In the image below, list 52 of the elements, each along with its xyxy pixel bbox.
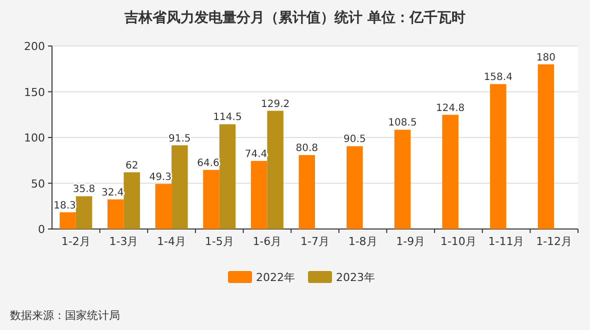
data-label: 80.8 bbox=[296, 143, 318, 154]
data-label: 129.2 bbox=[260, 98, 290, 110]
x-tick-label: 1-7月 bbox=[300, 235, 330, 248]
legend-label: 2023年 bbox=[336, 271, 375, 284]
data-label: 62 bbox=[125, 160, 138, 172]
data-label: 32.4 bbox=[101, 187, 124, 198]
bar bbox=[124, 172, 140, 229]
data-label: 64.6 bbox=[197, 158, 220, 169]
y-tick-label: 100 bbox=[24, 132, 45, 144]
data-label: 74.4 bbox=[244, 148, 268, 160]
bar bbox=[203, 170, 220, 229]
data-label: 91.5 bbox=[168, 133, 191, 144]
source-note: 数据来源：国家统计局 bbox=[10, 309, 120, 322]
y-tick-label: 0 bbox=[38, 223, 45, 236]
data-label: 18.3 bbox=[54, 200, 76, 212]
bar bbox=[298, 155, 315, 229]
bar bbox=[267, 110, 284, 229]
data-label: 158.4 bbox=[484, 72, 512, 84]
bar bbox=[155, 184, 172, 229]
x-tick-label: 1-11月 bbox=[488, 235, 524, 248]
bar bbox=[346, 146, 363, 229]
bar bbox=[442, 114, 458, 229]
chart-title: 吉林省风力发电量分月（累计值）统计 单位：亿千瓦时 bbox=[124, 9, 466, 26]
bar bbox=[219, 124, 236, 229]
data-label: 49.3 bbox=[149, 172, 172, 183]
bar bbox=[394, 130, 411, 229]
legend-label: 2022年 bbox=[256, 271, 295, 284]
data-label: 180 bbox=[536, 52, 556, 64]
bar bbox=[172, 145, 188, 229]
x-tick-label: 1-12月 bbox=[536, 235, 572, 248]
x-tick-label: 1-6月 bbox=[252, 235, 282, 248]
bar bbox=[490, 84, 506, 229]
x-tick-label: 1-4月 bbox=[157, 235, 186, 248]
bar bbox=[538, 64, 554, 229]
data-label: 114.5 bbox=[213, 112, 242, 124]
bar bbox=[250, 160, 268, 229]
x-tick-label: 1-8月 bbox=[348, 235, 378, 248]
bar bbox=[76, 196, 92, 229]
data-label: 35.8 bbox=[72, 184, 96, 196]
y-tick-label: 150 bbox=[24, 86, 45, 99]
x-tick-label: 1-5月 bbox=[204, 235, 234, 248]
y-tick-label: 50 bbox=[31, 177, 45, 190]
data-label: 124.8 bbox=[436, 102, 465, 114]
x-tick-label: 1-10月 bbox=[440, 235, 476, 248]
bar bbox=[60, 212, 76, 229]
y-tick-label: 200 bbox=[24, 40, 45, 53]
x-tick-label: 1-3月 bbox=[109, 235, 138, 248]
data-label: 108.5 bbox=[388, 118, 417, 129]
bar bbox=[107, 199, 124, 229]
x-tick-label: 1-9月 bbox=[396, 235, 426, 248]
data-label: 90.5 bbox=[344, 134, 366, 146]
x-tick-label: 1-2月 bbox=[61, 235, 90, 248]
